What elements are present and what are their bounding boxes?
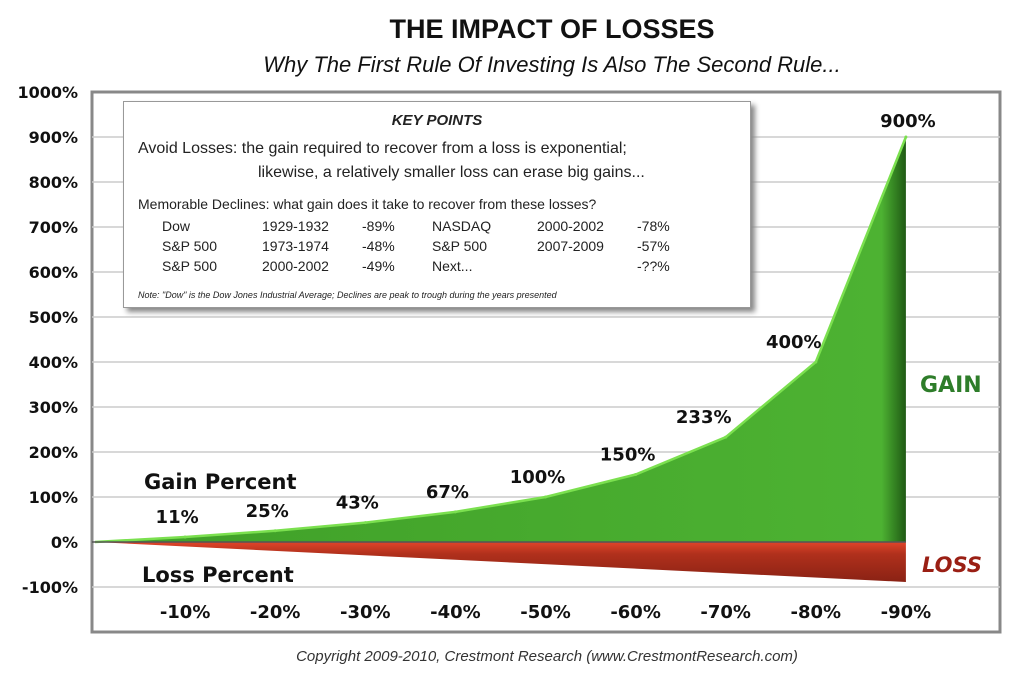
y-tick-label: 600% (29, 263, 78, 282)
key-points-note: Note: "Dow" is the Dow Jones Industrial … (138, 290, 557, 300)
decline-cell: 2000-2002 (537, 218, 604, 234)
y-tick-label: 200% (29, 443, 78, 462)
gain-label: GAIN (920, 373, 982, 398)
gain-point (724, 435, 728, 439)
x-category-label: -70% (700, 602, 751, 623)
loss-area (95, 542, 906, 582)
y-tick-label: 800% (29, 173, 78, 192)
decline-cell: -57% (637, 238, 670, 254)
gain-point (183, 535, 187, 539)
key-points-box: KEY POINTS Avoid Losses: the gain requir… (123, 101, 751, 308)
x-category-label: -10% (160, 602, 211, 623)
decline-cell: Next... (432, 258, 473, 274)
decline-cell: -89% (362, 218, 395, 234)
gain-data-label: 400% (766, 332, 822, 353)
key-points-memorable: Memorable Declines: what gain does it ta… (138, 196, 597, 212)
gain-data-label: 67% (426, 482, 469, 503)
x-category-label: -20% (250, 602, 301, 623)
gain-point (273, 529, 277, 533)
x-category-label: -80% (791, 602, 842, 623)
gain-line (94, 136, 908, 544)
gain-point (814, 360, 818, 364)
y-tick-label: 1000% (17, 83, 78, 102)
gain-data-label: 11% (156, 507, 199, 528)
gain-percent-label: Gain Percent (144, 470, 297, 494)
key-points-line2: likewise, a relatively smaller loss can … (258, 164, 645, 181)
y-tick-label: 500% (29, 308, 78, 327)
gain-point (544, 495, 547, 499)
gain-data-label: 25% (246, 501, 289, 522)
gain-point (453, 510, 457, 514)
y-tick-label: 900% (29, 128, 78, 147)
copyright: Copyright 2009-2010, Crestmont Research … (296, 648, 798, 665)
decline-cell: S&P 500 (432, 238, 488, 254)
x-category-label: -50% (520, 602, 571, 623)
loss-label: LOSS (922, 553, 982, 577)
chart-subtitle: Why The First Rule Of Investing Is Also … (263, 52, 841, 77)
y-tick-label: 300% (29, 398, 78, 417)
decline-cell: -??% (637, 258, 670, 274)
key-points-line1: Avoid Losses: the gain required to recov… (138, 140, 627, 157)
gain-data-label: 100% (510, 467, 566, 488)
decline-cell: 1973-1974 (262, 238, 329, 254)
decline-cell: 2007-2009 (537, 238, 604, 254)
gain-area (95, 137, 906, 542)
decline-cell: -78% (637, 218, 670, 234)
gain-data-label: 150% (600, 445, 656, 466)
decline-cell: -48% (362, 238, 395, 254)
loss-percent-label: Loss Percent (142, 563, 294, 587)
decline-cell: 1929-1932 (262, 218, 329, 234)
x-category-label: -40% (430, 602, 481, 623)
decline-cell: Dow (162, 218, 191, 234)
y-tick-label: 0% (51, 533, 78, 552)
chart-title: THE IMPACT OF LOSSES (389, 14, 715, 44)
gain-point (904, 135, 908, 139)
gain-point (634, 473, 638, 476)
decline-cell: NASDAQ (432, 218, 492, 234)
gain-point (363, 521, 367, 525)
gain-data-label: 900% (880, 111, 936, 132)
y-tick-label: 400% (29, 353, 78, 372)
decline-cell: S&P 500 (162, 258, 218, 274)
y-tick-label: 700% (29, 218, 78, 237)
y-tick-label: 100% (29, 488, 78, 507)
gain-data-label: 43% (336, 493, 379, 514)
key-points-title: KEY POINTS (391, 112, 483, 129)
decline-cell: 2000-2002 (262, 258, 329, 274)
decline-cell: S&P 500 (162, 238, 218, 254)
x-category-label: -90% (881, 602, 932, 623)
decline-cell: -49% (362, 258, 395, 274)
gain-data-label: 233% (676, 407, 732, 428)
x-category-label: -60% (610, 602, 661, 623)
x-category-label: -30% (340, 602, 391, 623)
y-tick-label: -100% (22, 578, 78, 597)
